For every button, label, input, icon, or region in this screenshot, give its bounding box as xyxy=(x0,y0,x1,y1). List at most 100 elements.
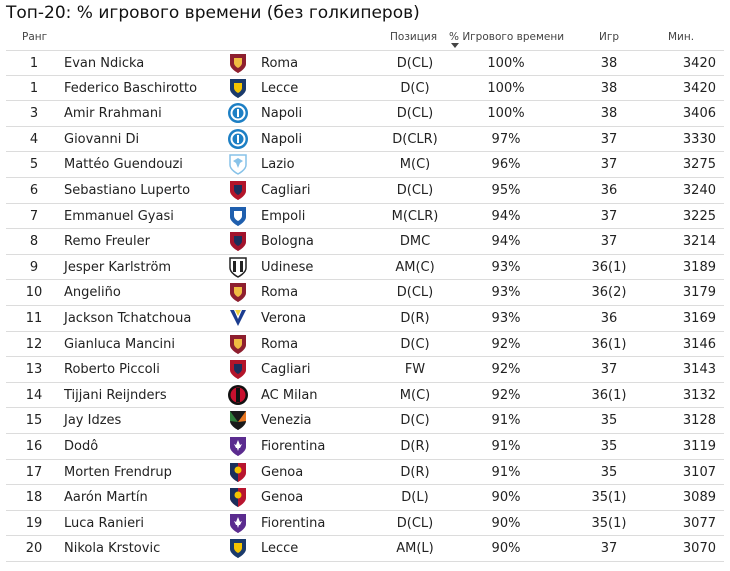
table-row[interactable]: 12 Gianluca Mancini Roma D(C) 92% 36(1) 3146 xyxy=(6,332,724,358)
table-row[interactable]: 17 Morten Frendrup Genoa D(R) 91% 35 3107 xyxy=(6,460,724,486)
table-row[interactable]: 15 Jay Idzes Venezia D(C) 91% 35 3128 xyxy=(6,408,724,434)
venezia-logo-icon xyxy=(227,409,249,431)
position-cell: D(CL) xyxy=(396,515,434,531)
table-row[interactable]: 3 Amir Rrahmani Napoli D(CL) 100% 38 3406 xyxy=(6,101,724,127)
player-name: Sebastiano Luperto xyxy=(64,182,191,198)
playtime-pct-cell: 91% xyxy=(491,413,521,429)
club-name: Lecce xyxy=(261,541,299,557)
fiorentina-logo-icon xyxy=(227,512,249,534)
games-cell: 35 xyxy=(600,413,618,429)
table-row[interactable]: 1 Evan Ndicka Roma D(CL) 100% 38 3420 xyxy=(6,50,724,76)
playtime-pct-cell: 94% xyxy=(491,234,521,250)
table-row[interactable]: 7 Emmanuel Gyasi Empoli M(CLR) 94% 37 3225 xyxy=(6,204,724,230)
table-row[interactable]: 13 Roberto Piccoli Cagliari FW 92% 37 3143 xyxy=(6,357,724,383)
playtime-pct-cell: 93% xyxy=(491,285,521,301)
lecce-logo-icon xyxy=(227,77,249,99)
minutes-cell: 3107 xyxy=(682,464,716,480)
table-row[interactable]: 19 Luca Ranieri Fiorentina D(CL) 90% 35(1) 307… xyxy=(6,511,724,537)
club-name: Napoli xyxy=(261,106,303,122)
table-row[interactable]: 5 Mattéo Guendouzi Lazio M(C) 96% 37 3275 xyxy=(6,152,724,178)
verona-logo-icon xyxy=(227,307,249,329)
header-games[interactable]: Игр xyxy=(599,31,620,43)
table-row[interactable]: 9 Jesper Karlström Udinese AM(C) 93% 36(1) 318… xyxy=(6,255,724,281)
position-cell: D(CL) xyxy=(396,56,434,71)
playtime-pct-cell: 96% xyxy=(491,157,521,173)
player-name: Luca Ranieri xyxy=(64,515,145,531)
playtime-pct-cell: 92% xyxy=(491,387,521,403)
napoli-logo-icon xyxy=(227,128,249,150)
minutes-cell: 3179 xyxy=(682,285,716,301)
playtime-pct-cell: 92% xyxy=(491,336,521,352)
club-name: Fiorentina xyxy=(261,515,326,531)
player-name: Tijjani Reijnders xyxy=(64,387,167,403)
header-minutes[interactable]: Мин. xyxy=(668,31,695,43)
position-cell: D(C) xyxy=(400,413,430,429)
minutes-cell: 3406 xyxy=(682,106,716,122)
games-cell: 38 xyxy=(600,56,618,71)
sort-descending-icon xyxy=(451,43,459,48)
position-cell: M(C) xyxy=(399,157,431,173)
roma-logo-icon xyxy=(227,281,249,303)
rank-cell: 7 xyxy=(29,208,39,224)
udinese-logo-icon xyxy=(227,256,249,278)
cagliari-logo-icon xyxy=(227,358,249,380)
playtime-pct-cell: 95% xyxy=(491,182,521,198)
table-row[interactable]: 8 Remo Freuler Bologna DMC 94% 37 3214 xyxy=(6,229,724,255)
games-cell: 37 xyxy=(600,234,618,250)
player-name: Jackson Tchatchoua xyxy=(64,310,192,326)
games-cell: 37 xyxy=(600,131,618,147)
header-position[interactable]: Позиция xyxy=(390,31,438,43)
table-row[interactable]: 11 Jackson Tchatchoua Verona D(R) 93% 36 3169 xyxy=(6,306,724,332)
club-name: Lazio xyxy=(261,157,295,173)
rank-cell: 18 xyxy=(25,490,43,506)
header-rank[interactable]: Ранг xyxy=(22,31,48,43)
position-cell: D(R) xyxy=(400,464,430,480)
table-row[interactable]: 16 Dodô Fiorentina D(R) 91% 35 3119 xyxy=(6,434,724,460)
minutes-cell: 3420 xyxy=(682,56,716,71)
bologna-logo-icon xyxy=(227,230,249,252)
player-name: Nikola Krstovic xyxy=(64,541,161,557)
table-row[interactable]: 10 Angeliño Roma D(CL) 93% 36(2) 3179 xyxy=(6,280,724,306)
minutes-cell: 3189 xyxy=(682,259,716,275)
table-row[interactable]: 18 Aarón Martín Genoa D(L) 90% 35(1) 3089 xyxy=(6,485,724,511)
playtime-pct-cell: 90% xyxy=(491,490,521,506)
club-name: Napoli xyxy=(261,131,303,147)
position-cell: D(CL) xyxy=(396,285,434,301)
playtime-pct-cell: 90% xyxy=(491,515,521,531)
playtime-pct-cell: 91% xyxy=(491,438,521,454)
rank-cell: 1 xyxy=(29,56,39,71)
player-name: Giovanni Di xyxy=(64,131,140,147)
player-name: Mattéo Guendouzi xyxy=(64,157,183,173)
milan-logo-icon xyxy=(227,384,249,406)
games-cell: 38 xyxy=(600,106,618,122)
minutes-cell: 3089 xyxy=(682,490,716,506)
fiorentina-logo-icon xyxy=(227,435,249,457)
games-cell: 37 xyxy=(600,541,618,557)
table-row[interactable]: 1 Federico Baschirotto Lecce D(C) 100% 38 3420 xyxy=(6,76,724,102)
games-cell: 36(1) xyxy=(591,387,627,403)
playtime-pct-cell: 93% xyxy=(491,310,521,326)
games-cell: 36(1) xyxy=(591,336,627,352)
table-row[interactable]: 4 Giovanni Di Napoli D(CLR) 97% 37 3330 xyxy=(6,127,724,153)
position-cell: D(L) xyxy=(401,490,429,506)
playtime-pct-cell: 94% xyxy=(491,208,521,224)
table-row[interactable]: 14 Tijjani Reijnders AC Milan M(C) 92% 36(1) 3… xyxy=(6,383,724,409)
header-pct[interactable]: % Игрового времени xyxy=(449,31,565,43)
position-cell: D(R) xyxy=(400,438,430,454)
playtime-pct-cell: 100% xyxy=(487,56,525,71)
games-cell: 35 xyxy=(600,438,618,454)
club-name: Cagliari xyxy=(261,362,311,378)
table-row[interactable]: 6 Sebastiano Luperto Cagliari D(CL) 95% 36 324… xyxy=(6,178,724,204)
position-cell: DMC xyxy=(399,234,431,250)
table-row[interactable]: 20 Nikola Krstovic Lecce AM(L) 90% 37 3070 xyxy=(6,536,724,562)
player-name: Remo Freuler xyxy=(64,234,150,250)
lazio-logo-icon xyxy=(227,153,249,176)
genoa-logo-icon xyxy=(227,486,249,508)
games-cell: 35 xyxy=(600,464,618,480)
position-cell: D(R) xyxy=(400,310,430,326)
page-title: Топ-20: % игрового времени (без голкипер… xyxy=(6,3,420,23)
rank-cell: 12 xyxy=(25,336,43,352)
minutes-cell: 3240 xyxy=(682,182,716,198)
rank-cell: 17 xyxy=(25,464,43,480)
club-name: Genoa xyxy=(261,464,304,480)
